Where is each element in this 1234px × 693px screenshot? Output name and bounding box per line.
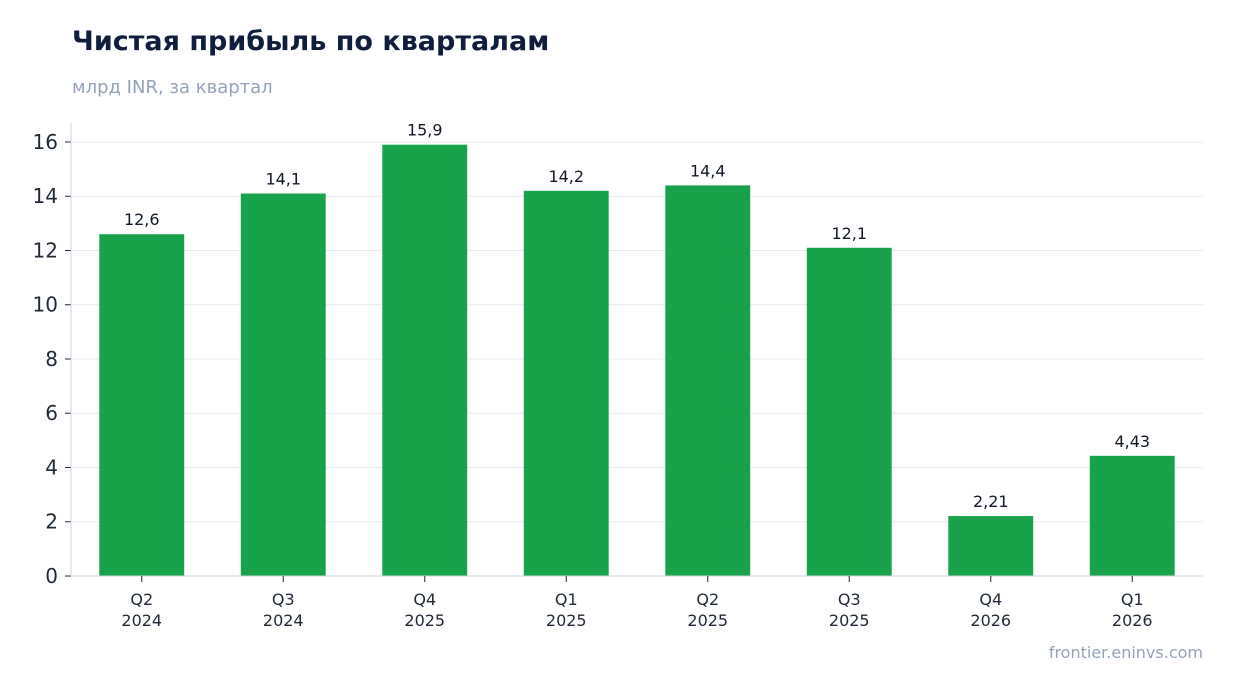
data-label: 2,21 xyxy=(973,492,1009,511)
bar xyxy=(99,234,185,576)
data-label: 12,6 xyxy=(124,210,160,229)
axes: 0 2 4 6 8 10 12 14 16 Q2 2024 Q3 2024 Q4 2025 Q1 2025 Q2 2… xyxy=(33,123,1203,630)
y-tick-label: 16 xyxy=(33,130,58,154)
data-label: 15,9 xyxy=(407,121,443,140)
x-tick-label: 2025 xyxy=(546,611,587,630)
x-tick-label: 2026 xyxy=(970,611,1011,630)
data-label: 4,43 xyxy=(1114,432,1150,451)
bar xyxy=(240,193,326,576)
y-tick-label: 6 xyxy=(45,401,58,425)
bar xyxy=(806,247,892,576)
y-tick-label: 2 xyxy=(45,510,58,534)
source-credit: frontier.eninvs.com xyxy=(1048,643,1203,662)
y-tick-label: 14 xyxy=(33,184,58,208)
x-tick-label: Q4 xyxy=(979,590,1002,609)
chart-subtitle: млрд INR, за квартал xyxy=(72,77,273,98)
bar xyxy=(665,185,751,576)
x-tick-label: Q2 xyxy=(130,590,153,609)
y-tick-label: 4 xyxy=(45,455,58,479)
x-tick-label: Q2 xyxy=(696,590,719,609)
bars xyxy=(99,144,1175,576)
y-tick-label: 8 xyxy=(45,347,58,371)
bar xyxy=(382,144,468,576)
y-tick-label: 12 xyxy=(33,238,58,262)
x-tick-label: Q3 xyxy=(272,590,295,609)
chart-title: Чистая прибыль по кварталам xyxy=(72,26,550,57)
data-label: 14,4 xyxy=(690,161,726,180)
data-label: 14,1 xyxy=(265,170,301,189)
x-tick-label: Q3 xyxy=(838,590,861,609)
y-tick-label: 10 xyxy=(33,293,58,317)
x-tick-label: 2024 xyxy=(263,611,304,630)
data-labels: 12,6 14,1 15,9 14,2 14,4 12,1 2,21 4,43 xyxy=(124,121,1150,511)
bar xyxy=(523,190,609,576)
data-label: 14,2 xyxy=(548,167,584,186)
x-tick-label: 2025 xyxy=(404,611,445,630)
bar xyxy=(948,516,1034,576)
x-tick-label: 2026 xyxy=(1112,611,1153,630)
x-tick-label: Q1 xyxy=(555,590,578,609)
x-tick-label: 2024 xyxy=(121,611,162,630)
bar xyxy=(1089,455,1175,576)
x-tick-label: 2025 xyxy=(829,611,870,630)
x-tick-label: Q1 xyxy=(1121,590,1144,609)
y-tick-label: 0 xyxy=(45,564,58,588)
data-label: 12,1 xyxy=(831,224,867,243)
x-tick-label: 2025 xyxy=(687,611,728,630)
x-tick-label: Q4 xyxy=(413,590,436,609)
